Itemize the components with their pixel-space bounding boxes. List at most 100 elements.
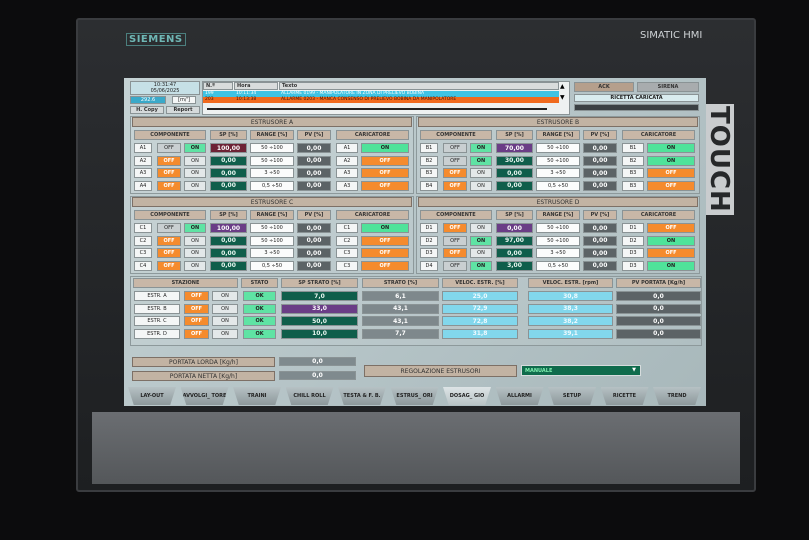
caricatore-button[interactable]: ON — [361, 223, 409, 233]
alarm-row[interactable]: 199 10:11:34 ALLARME 0199 - MANIPOLATORE… — [203, 91, 559, 97]
caricatore-button[interactable]: OFF — [361, 155, 409, 166]
off-button[interactable]: OFF — [157, 248, 181, 258]
on-button[interactable]: ON — [470, 180, 492, 191]
off-button[interactable]: OFF — [157, 155, 181, 166]
station-off-button[interactable]: OFF — [184, 303, 209, 314]
station-off-button[interactable]: OFF — [184, 328, 209, 339]
setpoint-field[interactable]: 30,00 — [496, 155, 533, 166]
on-button[interactable]: ON — [470, 143, 492, 153]
ack-button[interactable]: ACK — [574, 82, 634, 92]
off-button[interactable]: OFF — [157, 223, 181, 233]
sp-strato-field[interactable]: 7,0 — [281, 291, 358, 301]
off-button[interactable]: OFF — [157, 260, 181, 271]
on-button[interactable]: ON — [184, 235, 206, 246]
off-button[interactable]: OFF — [443, 155, 467, 166]
station-on-button[interactable]: ON — [212, 316, 238, 326]
pv-value: 0,00 — [297, 155, 331, 166]
caricatore-button[interactable]: ON — [361, 143, 409, 153]
on-button[interactable]: ON — [184, 260, 206, 271]
off-button[interactable]: OFF — [443, 260, 467, 271]
station-off-button[interactable]: OFF — [184, 316, 209, 326]
tab-ricette[interactable]: RICETTE — [600, 387, 649, 405]
hcopy-button[interactable]: H. Copy — [130, 106, 164, 114]
report-button[interactable]: Report — [166, 106, 200, 114]
off-button[interactable]: OFF — [443, 235, 467, 246]
caricatore-button[interactable]: ON — [647, 235, 695, 246]
tab-estrus-ori[interactable]: ESTRUS_ ORI — [390, 387, 439, 405]
off-button[interactable]: OFF — [443, 223, 467, 233]
off-button[interactable]: OFF — [443, 248, 467, 258]
setpoint-field[interactable]: 0,00 — [496, 248, 533, 258]
off-button[interactable]: OFF — [157, 180, 181, 191]
on-button[interactable]: ON — [470, 223, 492, 233]
on-button[interactable]: ON — [470, 248, 492, 258]
setpoint-field[interactable]: 0,00 — [496, 223, 533, 233]
sirena-button[interactable]: SIRENA — [637, 82, 699, 92]
off-button[interactable]: OFF — [157, 168, 181, 178]
setpoint-field[interactable]: 70,00 — [496, 143, 533, 153]
on-button[interactable]: ON — [184, 155, 206, 166]
tab-dosag-gio[interactable]: DOSAG_ GIO — [443, 387, 491, 405]
scroll-up-icon[interactable]: ▲ — [560, 83, 565, 90]
setpoint-field[interactable]: 100,00 — [210, 223, 247, 233]
caricatore-button[interactable]: OFF — [361, 168, 409, 178]
tab-setup[interactable]: SETUP — [548, 387, 596, 405]
setpoint-field[interactable]: 0,00 — [496, 168, 533, 178]
setpoint-field[interactable]: 3,00 — [496, 260, 533, 271]
off-button[interactable]: OFF — [443, 143, 467, 153]
on-button[interactable]: ON — [184, 143, 206, 153]
setpoint-field[interactable]: 0,00 — [210, 260, 247, 271]
portata-lorda-label: PORTATA LORDA [Kg/h] — [132, 357, 275, 367]
sp-strato-field[interactable]: 33,0 — [281, 303, 358, 314]
tab-lay-out[interactable]: LAY-OUT — [128, 387, 176, 405]
off-button[interactable]: OFF — [443, 180, 467, 191]
tab-testa-f-b[interactable]: TESTA & F. B. — [338, 387, 386, 405]
caricatore-button[interactable]: OFF — [361, 180, 409, 191]
setpoint-field[interactable]: 97,00 — [496, 235, 533, 246]
station-on-button[interactable]: ON — [212, 328, 238, 339]
tab-trend[interactable]: TREND — [653, 387, 701, 405]
scroll-down-icon[interactable]: ▼ — [560, 94, 565, 101]
station-on-button[interactable]: ON — [212, 303, 238, 314]
caricatore-button[interactable]: OFF — [647, 180, 695, 191]
tab-chill-roll[interactable]: CHILL ROLL — [285, 387, 334, 405]
setpoint-field[interactable]: 0,00 — [496, 180, 533, 191]
setpoint-field[interactable]: 0,00 — [210, 248, 247, 258]
setpoint-field[interactable]: 0,00 — [210, 168, 247, 178]
unit-button[interactable]: [m/'] — [172, 96, 196, 104]
on-button[interactable]: ON — [184, 168, 206, 178]
on-button[interactable]: ON — [184, 248, 206, 258]
regolazione-dropdown[interactable]: MANUALE ▼ — [521, 365, 641, 376]
on-button[interactable]: ON — [184, 180, 206, 191]
caricatore-button[interactable]: OFF — [647, 223, 695, 233]
station-on-button[interactable]: ON — [212, 291, 238, 301]
on-button[interactable]: ON — [470, 155, 492, 166]
caricatore-button[interactable]: OFF — [361, 260, 409, 271]
sp-strato-field[interactable]: 10,0 — [281, 328, 358, 339]
on-button[interactable]: ON — [184, 223, 206, 233]
caricatore-button[interactable]: ON — [647, 155, 695, 166]
caricatore-button[interactable]: OFF — [361, 248, 409, 258]
alarm-row[interactable]: 203 10:13:38 ALLARME 0203 - MANCA CONSEN… — [203, 97, 559, 103]
setpoint-field[interactable]: 0,00 — [210, 155, 247, 166]
caricatore-button[interactable]: ON — [647, 260, 695, 271]
station-off-button[interactable]: OFF — [184, 291, 209, 301]
off-button[interactable]: OFF — [157, 235, 181, 246]
caricatore-button[interactable]: OFF — [647, 168, 695, 178]
horizontal-scrollbar[interactable] — [207, 108, 547, 110]
tab-allarmi[interactable]: ALLARMI — [495, 387, 544, 405]
caricatore-button[interactable]: OFF — [647, 248, 695, 258]
on-button[interactable]: ON — [470, 260, 492, 271]
setpoint-field[interactable]: 0,00 — [210, 235, 247, 246]
tab-avvolgi-tore[interactable]: AVVOLGI_ TORE — [180, 387, 229, 405]
on-button[interactable]: ON — [470, 168, 492, 178]
sp-strato-field[interactable]: 50,0 — [281, 316, 358, 326]
setpoint-field[interactable]: 100,00 — [210, 143, 247, 153]
off-button[interactable]: OFF — [157, 143, 181, 153]
off-button[interactable]: OFF — [443, 168, 467, 178]
caricatore-button[interactable]: ON — [647, 143, 695, 153]
on-button[interactable]: ON — [470, 235, 492, 246]
caricatore-button[interactable]: OFF — [361, 235, 409, 246]
tab-traini[interactable]: TRAINI — [233, 387, 281, 405]
setpoint-field[interactable]: 0,00 — [210, 180, 247, 191]
